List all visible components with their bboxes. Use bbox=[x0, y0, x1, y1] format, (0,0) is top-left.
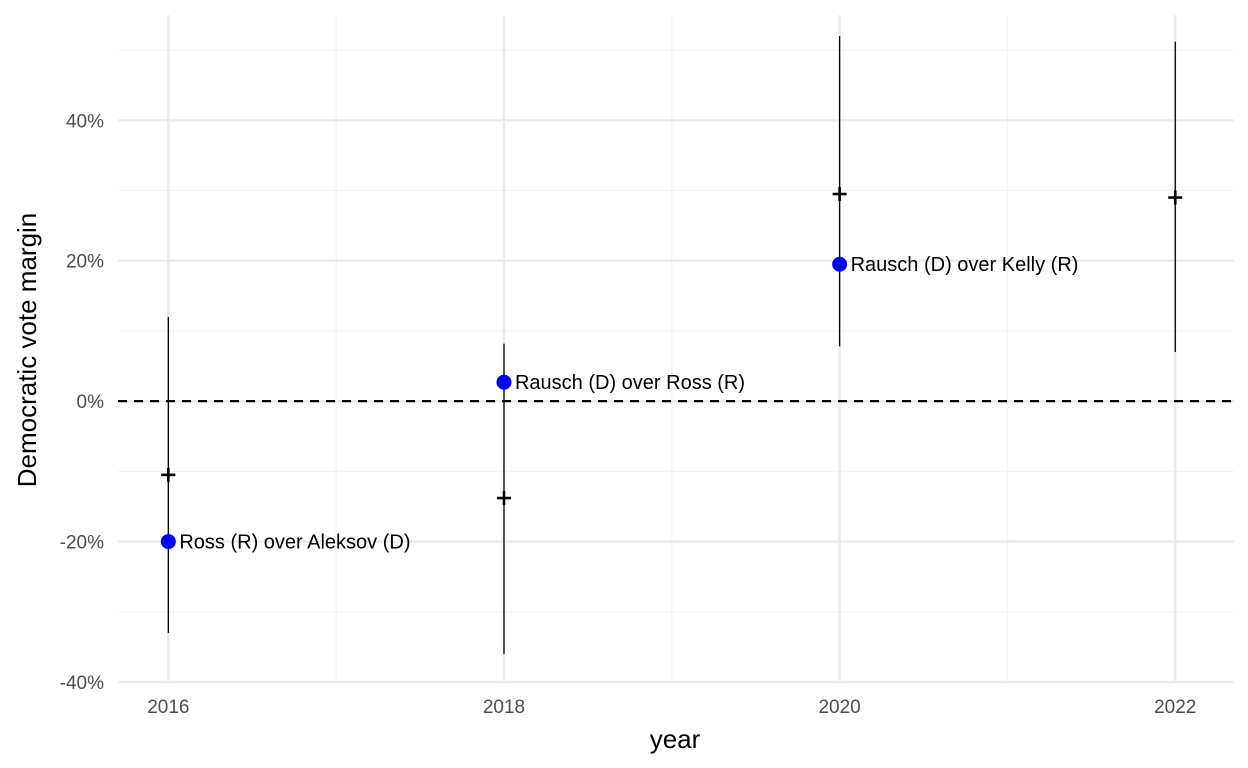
forecast-point bbox=[161, 467, 176, 482]
result-point bbox=[496, 374, 512, 390]
y-tick-label: -40% bbox=[60, 673, 104, 694]
result-label: Rausch (D) over Ross (R) bbox=[515, 372, 745, 394]
tick-label-layer: 2016 2018 2020 2022 -40% -20% 0% 20% 40% bbox=[60, 111, 1197, 718]
x-tick-label: 2022 bbox=[1154, 697, 1196, 718]
forecast-point bbox=[496, 491, 511, 506]
y-tick-label: -20% bbox=[60, 533, 104, 554]
y-tick-label: 0% bbox=[77, 392, 105, 413]
forecast-layer bbox=[161, 187, 1183, 506]
grid-layer bbox=[118, 15, 1234, 684]
result-layer bbox=[160, 256, 848, 550]
y-tick-label: 40% bbox=[66, 111, 104, 132]
y-tick-label: 20% bbox=[66, 252, 104, 273]
x-tick-label: 2018 bbox=[483, 697, 525, 718]
x-axis-title: year bbox=[650, 724, 701, 754]
result-label: Rausch (D) over Kelly (R) bbox=[851, 254, 1079, 276]
annotation-layer: Ross (R) over Aleksov (D) Rausch (D) over… bbox=[179, 254, 1078, 553]
x-tick-label: 2020 bbox=[818, 697, 860, 718]
result-point bbox=[160, 534, 176, 550]
y-axis-title: Democratic vote margin bbox=[12, 213, 42, 488]
forecast-point bbox=[832, 187, 847, 202]
result-point bbox=[832, 256, 848, 272]
x-tick-label: 2016 bbox=[147, 697, 189, 718]
result-label: Ross (R) over Aleksov (D) bbox=[179, 532, 410, 554]
forecast-point bbox=[1168, 190, 1183, 205]
